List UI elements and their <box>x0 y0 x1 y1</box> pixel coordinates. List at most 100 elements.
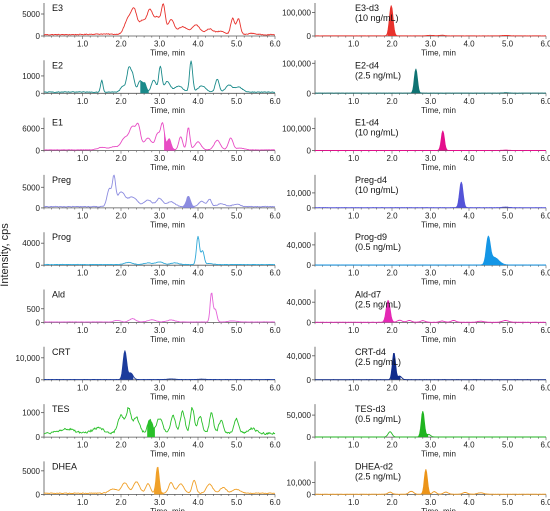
shaded-peak-area <box>140 80 149 94</box>
chromatogram-trace <box>44 60 276 93</box>
x-tick-label: 5.0 <box>231 498 243 507</box>
x-tick-label: 2.0 <box>115 269 127 278</box>
shaded-peak-area <box>164 130 175 151</box>
x-axis-label: Time, min <box>150 220 185 229</box>
shaded-peak-area <box>147 419 155 438</box>
y-tick-label: 0 <box>307 147 312 156</box>
x-axis-label: Time, min <box>421 49 456 58</box>
x-tick-label: 5.0 <box>231 326 243 335</box>
x-tick-label: 5.0 <box>502 326 514 335</box>
chromatogram-panel-left-7: 10,000 0 1.0 2.0 3.0 4.0 5.0 6.0 Time, min CRT <box>16 346 281 401</box>
x-tick-label: 5.0 <box>231 97 243 106</box>
chromatogram-trace <box>315 181 547 209</box>
x-tick-label: 1.0 <box>77 383 89 392</box>
x-tick-label: 1.0 <box>77 154 89 163</box>
x-tick-label: 1.0 <box>348 269 360 278</box>
x-tick-label: 1.0 <box>348 211 360 220</box>
y-tick-label: 100,000 <box>282 125 311 134</box>
x-tick-label: 3.0 <box>154 211 166 220</box>
chromatogram-panel-right-8: 50,000 0 1.0 2.0 3.0 4.0 5.0 6.0 Time, min TES-d3… <box>287 404 550 459</box>
x-axis-label: Time, min <box>421 163 456 172</box>
x-tick-label: 5.0 <box>231 211 243 220</box>
x-axis-label: Time, min <box>150 507 185 511</box>
panel-title: TES <box>52 404 70 414</box>
x-axis-label: Time, min <box>150 335 185 344</box>
x-tick-label: 3.0 <box>425 211 437 220</box>
y-tick-label: 40,000 <box>287 352 312 361</box>
chromatogram-trace <box>315 68 546 94</box>
x-tick-label: 3.0 <box>425 441 437 450</box>
y-tick-label: 0 <box>307 376 312 385</box>
chromatogram-panel-right-2: 100,000 0 1.0 2.0 3.0 4.0 5.0 6.0 Time, min E2-d4… <box>282 59 550 115</box>
panel-title: DHEA-d2 <box>355 461 393 471</box>
x-tick-label: 3.0 <box>425 498 437 507</box>
chromatogram-trace <box>43 466 275 495</box>
x-tick-label: 2.0 <box>115 498 127 507</box>
x-tick-label: 6.0 <box>269 498 281 507</box>
x-tick-label: 1.0 <box>348 326 360 335</box>
x-tick-label: 2.0 <box>386 498 398 507</box>
x-tick-label: 4.0 <box>192 211 204 220</box>
x-axis-label: Time, min <box>150 106 185 115</box>
panel-title: Preg-d4 <box>355 175 387 185</box>
y-tick-label: 0 <box>36 32 41 41</box>
x-tick-label: 2.0 <box>115 154 127 163</box>
x-tick-label: 2.0 <box>115 97 127 106</box>
x-tick-label: 5.0 <box>502 498 514 507</box>
x-tick-label: 5.0 <box>502 383 514 392</box>
panel-subtitle: (10 ng/mL) <box>355 13 399 23</box>
panel-subtitle: (2.5 ng/mL) <box>355 471 401 481</box>
x-tick-label: 6.0 <box>269 97 281 106</box>
y-tick-label: 40,000 <box>287 241 312 250</box>
x-tick-label: 6.0 <box>540 97 550 106</box>
x-tick-label: 6.0 <box>540 211 550 220</box>
x-tick-label: 2.0 <box>386 97 398 106</box>
chromatogram-trace <box>43 3 275 36</box>
x-tick-label: 4.0 <box>192 269 204 278</box>
y-tick-label: 5000 <box>22 183 40 192</box>
shaded-peak-area <box>387 5 397 36</box>
x-axis-label: Time, min <box>150 278 185 287</box>
x-tick-label: 6.0 <box>269 441 281 450</box>
panel-title: E1 <box>52 118 63 128</box>
x-tick-label: 4.0 <box>463 97 475 106</box>
x-tick-label: 2.0 <box>115 40 127 49</box>
y-tick-label: 10,000 <box>287 479 312 488</box>
y-tick-label: 4000 <box>22 239 40 248</box>
x-tick-label: 6.0 <box>269 40 281 49</box>
x-tick-label: 2.0 <box>386 40 398 49</box>
y-tick-label: 0 <box>307 319 312 328</box>
chromatogram-trace <box>314 299 546 323</box>
x-tick-label: 3.0 <box>425 269 437 278</box>
chromatogram-panel-right-6: 40,000 0 1.0 2.0 3.0 4.0 5.0 6.0 Time, min Ald-d7… <box>287 289 550 344</box>
y-tick-label: 100,000 <box>282 8 311 17</box>
panel-title: Ald-d7 <box>355 290 381 300</box>
panel-subtitle: (0.5 ng/mL) <box>355 242 401 252</box>
y-tick-label: 0 <box>307 490 312 499</box>
panel-title: CRT <box>52 347 71 357</box>
chromatogram-panel-left-2: 1000 0 1.0 2.0 3.0 4.0 5.0 6.0 Time, min E2 <box>22 60 281 115</box>
y-tick-label: 0 <box>307 433 312 442</box>
x-axis-label: Time, min <box>150 49 185 58</box>
chromatogram-panel-right-4: 10,000 0 1.0 2.0 3.0 4.0 5.0 6.0 Time, min Preg-d… <box>287 174 550 229</box>
chromatogram-panel-left-5: 4000 0 1.0 2.0 3.0 4.0 5.0 6.0 Time, min Prog <box>22 232 281 287</box>
chromatogram-panel-left-4: 5000 0 1.0 2.0 3.0 4.0 5.0 6.0 Time, min Preg <box>22 174 281 229</box>
x-tick-label: 1.0 <box>348 97 360 106</box>
x-axis-label: Time, min <box>421 106 456 115</box>
x-tick-label: 2.0 <box>386 383 398 392</box>
x-tick-label: 3.0 <box>154 498 166 507</box>
panel-title: E2-d4 <box>355 60 379 70</box>
chromatogram-trace <box>43 235 275 266</box>
x-tick-label: 3.0 <box>154 383 166 392</box>
shared-y-axis-label: Intensity, cps <box>0 223 11 287</box>
x-tick-label: 3.0 <box>154 441 166 450</box>
y-tick-label: 0 <box>307 32 312 41</box>
y-tick-label: 10,000 <box>287 189 312 198</box>
x-tick-label: 2.0 <box>115 326 127 335</box>
x-tick-label: 6.0 <box>540 498 550 507</box>
y-tick-label: 40,000 <box>287 298 312 307</box>
x-tick-label: 4.0 <box>463 269 475 278</box>
x-tick-label: 5.0 <box>231 154 243 163</box>
shaded-peak-area <box>418 411 429 438</box>
x-tick-label: 6.0 <box>540 154 550 163</box>
